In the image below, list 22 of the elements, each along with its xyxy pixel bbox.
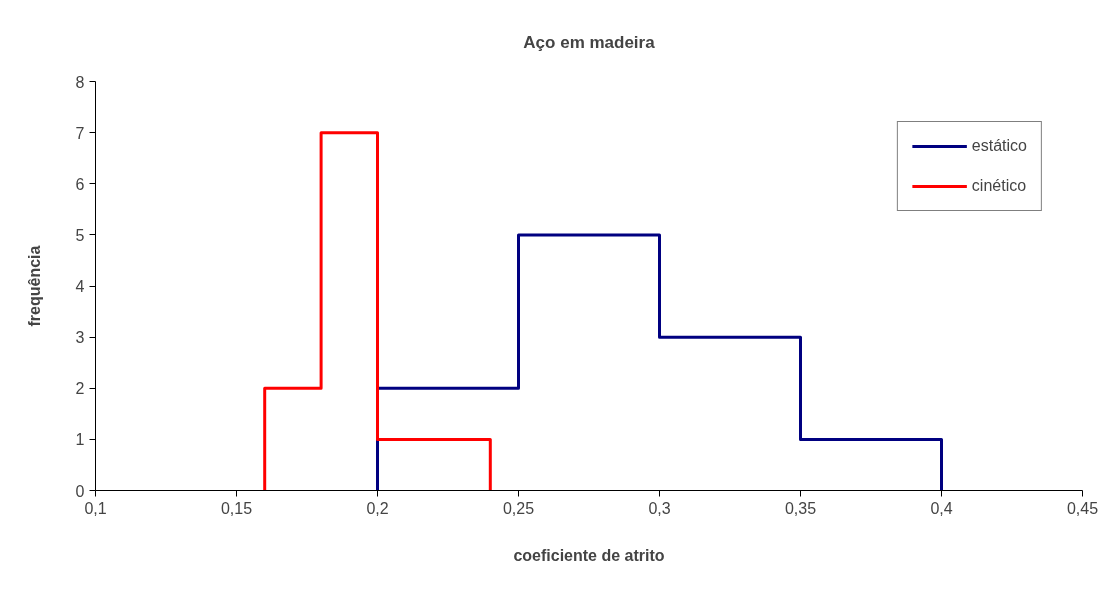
chart-title: Aço em madeira [523,32,656,52]
y-tick-label: 5 [75,226,85,244]
x-tick-label: 0,25 [502,499,535,517]
y-tick-label: 4 [75,278,85,295]
x-tick-label: 0,2 [366,499,389,517]
y-tick-label: 1 [75,431,85,449]
x-tick-label: 0,35 [784,499,817,517]
y-axis-title: frequência [25,245,43,327]
y-tick-label: 3 [75,329,85,347]
y-tick-label: 0 [75,482,85,500]
legend-label: cinético [971,177,1027,195]
legend-label: estático [971,137,1027,155]
y-tick-label: 2 [75,380,85,398]
y-tick-label: 7 [75,124,85,142]
x-tick-label: 0,15 [220,499,253,517]
x-tick-label: 0,3 [648,499,671,517]
x-tick-label: 0,45 [1066,499,1099,517]
y-tick-label: 8 [75,73,85,91]
x-tick-label: 0,4 [930,499,953,517]
x-axis-title: coeficiente de atrito [513,546,665,564]
y-tick-label: 6 [75,175,85,193]
x-tick-label: 0,1 [84,499,107,517]
